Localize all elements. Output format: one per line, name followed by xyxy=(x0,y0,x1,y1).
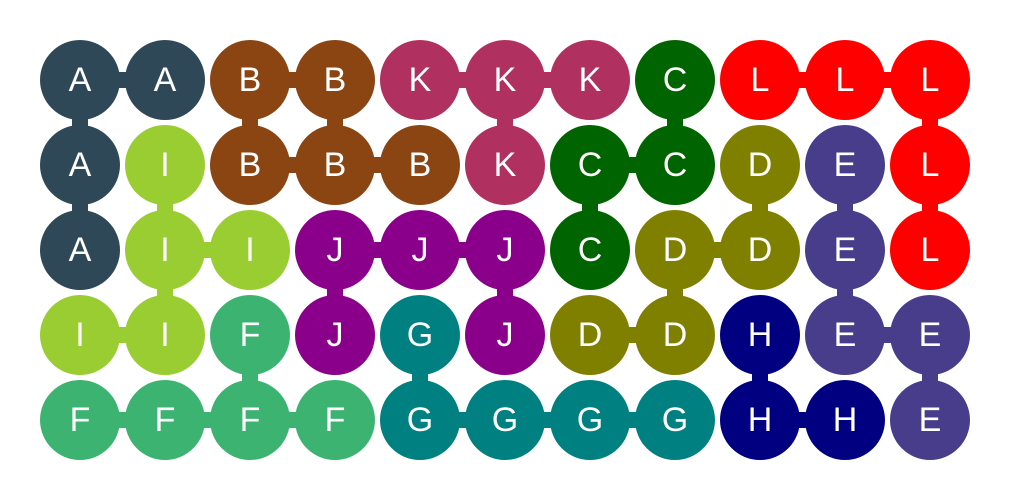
board-cell[interactable]: C xyxy=(550,125,630,205)
board-cell[interactable]: F xyxy=(40,380,120,460)
board-cell[interactable]: A xyxy=(40,210,120,290)
board-cell[interactable]: B xyxy=(295,40,375,120)
board-cell[interactable]: I xyxy=(125,210,205,290)
board-cell[interactable]: C xyxy=(635,40,715,120)
board-cell[interactable]: F xyxy=(210,295,290,375)
board-cell[interactable]: G xyxy=(380,380,460,460)
board-cell[interactable]: D xyxy=(635,295,715,375)
board-cell[interactable]: K xyxy=(465,40,545,120)
board-cell[interactable]: K xyxy=(465,125,545,205)
board-cell[interactable]: A xyxy=(40,40,120,120)
board-cell[interactable]: E xyxy=(805,125,885,205)
board-cell[interactable]: G xyxy=(380,295,460,375)
board-cell[interactable]: E xyxy=(805,295,885,375)
board-cell[interactable]: E xyxy=(890,295,970,375)
board-cell[interactable]: K xyxy=(550,40,630,120)
board-cell[interactable]: J xyxy=(380,210,460,290)
board-cell[interactable]: I xyxy=(125,125,205,205)
board-cell[interactable]: J xyxy=(465,210,545,290)
board-cell[interactable]: B xyxy=(210,40,290,120)
board-cell[interactable]: B xyxy=(295,125,375,205)
board-cell[interactable]: E xyxy=(805,210,885,290)
board-cell[interactable]: D xyxy=(720,125,800,205)
board-cell[interactable]: F xyxy=(125,380,205,460)
board-cell[interactable]: K xyxy=(380,40,460,120)
board-cell[interactable]: D xyxy=(635,210,715,290)
board-cell[interactable]: B xyxy=(210,125,290,205)
board-cell[interactable]: F xyxy=(295,380,375,460)
board-cell[interactable]: H xyxy=(805,380,885,460)
board-cell[interactable]: I xyxy=(40,295,120,375)
board-cell[interactable]: F xyxy=(210,380,290,460)
board-cell[interactable]: L xyxy=(805,40,885,120)
board-cell[interactable]: D xyxy=(550,295,630,375)
board-cell[interactable]: H xyxy=(720,295,800,375)
board-cell[interactable]: J xyxy=(465,295,545,375)
board-cell[interactable]: H xyxy=(720,380,800,460)
board-cell[interactable]: C xyxy=(550,210,630,290)
board-cell[interactable]: I xyxy=(210,210,290,290)
board-cell[interactable]: B xyxy=(380,125,460,205)
board-cell[interactable]: J xyxy=(295,295,375,375)
board-cell[interactable]: D xyxy=(720,210,800,290)
board-cell[interactable]: G xyxy=(465,380,545,460)
board-cell[interactable]: J xyxy=(295,210,375,290)
board-cell[interactable]: L xyxy=(720,40,800,120)
board-cell[interactable]: I xyxy=(125,295,205,375)
board-cell[interactable]: A xyxy=(40,125,120,205)
board-cell[interactable]: C xyxy=(635,125,715,205)
board-cell[interactable]: L xyxy=(890,210,970,290)
board-cell[interactable]: L xyxy=(890,40,970,120)
board-cell[interactable]: L xyxy=(890,125,970,205)
board-cell[interactable]: A xyxy=(125,40,205,120)
board-cell[interactable]: E xyxy=(890,380,970,460)
board-cell[interactable]: G xyxy=(635,380,715,460)
board-cell[interactable]: G xyxy=(550,380,630,460)
